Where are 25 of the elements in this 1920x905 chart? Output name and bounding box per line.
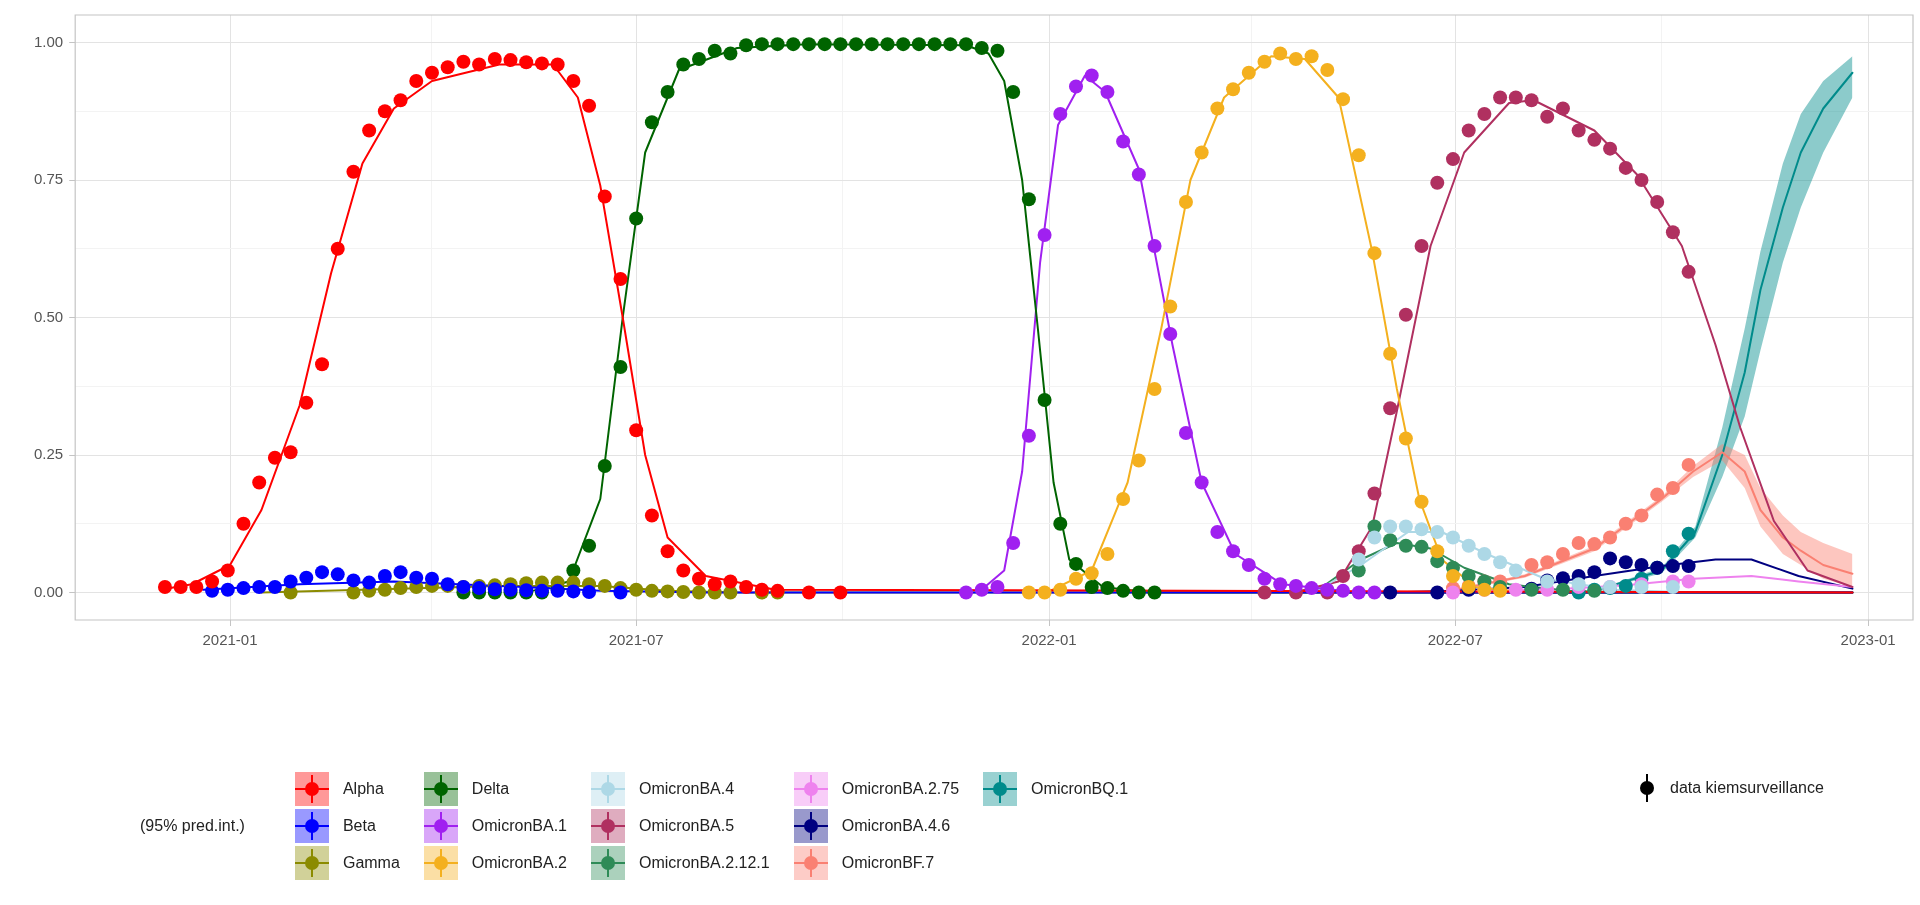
y-tick-label: 1.00 (33, 32, 64, 50)
legend-label: OmicronBA.2.12.1 (638, 853, 770, 872)
legend-title: (95% pred.int.) (140, 816, 245, 835)
legend-label: OmicronBA.2 (471, 853, 567, 872)
legend-label: OmicronBA.1 (471, 816, 567, 835)
x-tick-label: 2022-01 (1021, 631, 1077, 649)
legend-label: OmicronBA.5 (638, 816, 735, 835)
y-tick-label: 0.50 (33, 307, 64, 325)
x-tick-label: 2022-07 (1427, 631, 1483, 649)
y-tick-label: 0.25 (33, 445, 64, 463)
x-tick-label: 2021-07 (608, 631, 664, 649)
legend-label: Gamma (342, 853, 400, 872)
x-tick-label: 2023-01 (1840, 631, 1896, 649)
legend-label: OmicronBF.7 (841, 853, 935, 872)
legend-label: OmicronBQ.1 (1031, 779, 1129, 798)
legend-label: Alpha (342, 779, 384, 798)
legend-label: OmicronBA.4 (638, 779, 735, 798)
legend-label: Beta (342, 816, 376, 835)
legend-label: OmicronBA.4.6 (841, 816, 951, 835)
legend-label: OmicronBA.2.75 (841, 779, 960, 798)
y-tick-label: 0.00 (33, 582, 64, 600)
x-tick-label: 2021-01 (202, 631, 258, 649)
legend-label: Delta (471, 779, 510, 798)
text: data kiemsurveillance (1670, 779, 1824, 797)
y-tick-label: 0.75 (33, 170, 64, 188)
